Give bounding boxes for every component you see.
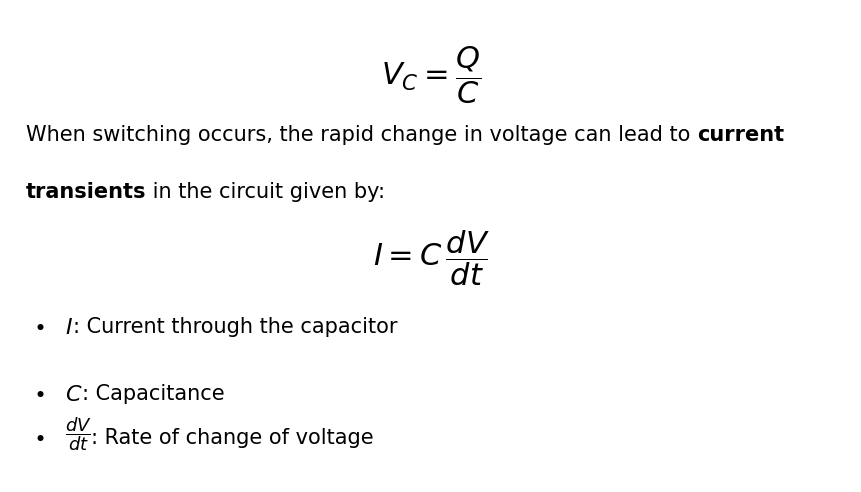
Text: $V_C = \dfrac{Q}{C}$: $V_C = \dfrac{Q}{C}$ bbox=[381, 44, 480, 106]
Text: : Current through the capacitor: : Current through the capacitor bbox=[72, 317, 397, 338]
Text: in the circuit given by:: in the circuit given by: bbox=[146, 182, 385, 202]
Text: : Rate of change of voltage: : Rate of change of voltage bbox=[91, 428, 374, 448]
Text: $\bullet$: $\bullet$ bbox=[33, 428, 44, 448]
Text: transients: transients bbox=[26, 182, 146, 202]
Text: $\mathit{C}$: $\mathit{C}$ bbox=[65, 384, 82, 406]
Text: : Capacitance: : Capacitance bbox=[82, 384, 225, 404]
Text: When switching occurs, the rapid change in voltage can lead to: When switching occurs, the rapid change … bbox=[26, 125, 696, 146]
Text: $\bullet$: $\bullet$ bbox=[33, 317, 44, 338]
Text: $I = C\,\dfrac{dV}{dt}$: $I = C\,\dfrac{dV}{dt}$ bbox=[372, 229, 489, 288]
Text: $\bullet$: $\bullet$ bbox=[33, 384, 44, 404]
Text: $\dfrac{dV}{dt}$: $\dfrac{dV}{dt}$ bbox=[65, 416, 91, 454]
Text: current: current bbox=[696, 125, 783, 146]
Text: $\mathit{I}$: $\mathit{I}$ bbox=[65, 317, 72, 339]
